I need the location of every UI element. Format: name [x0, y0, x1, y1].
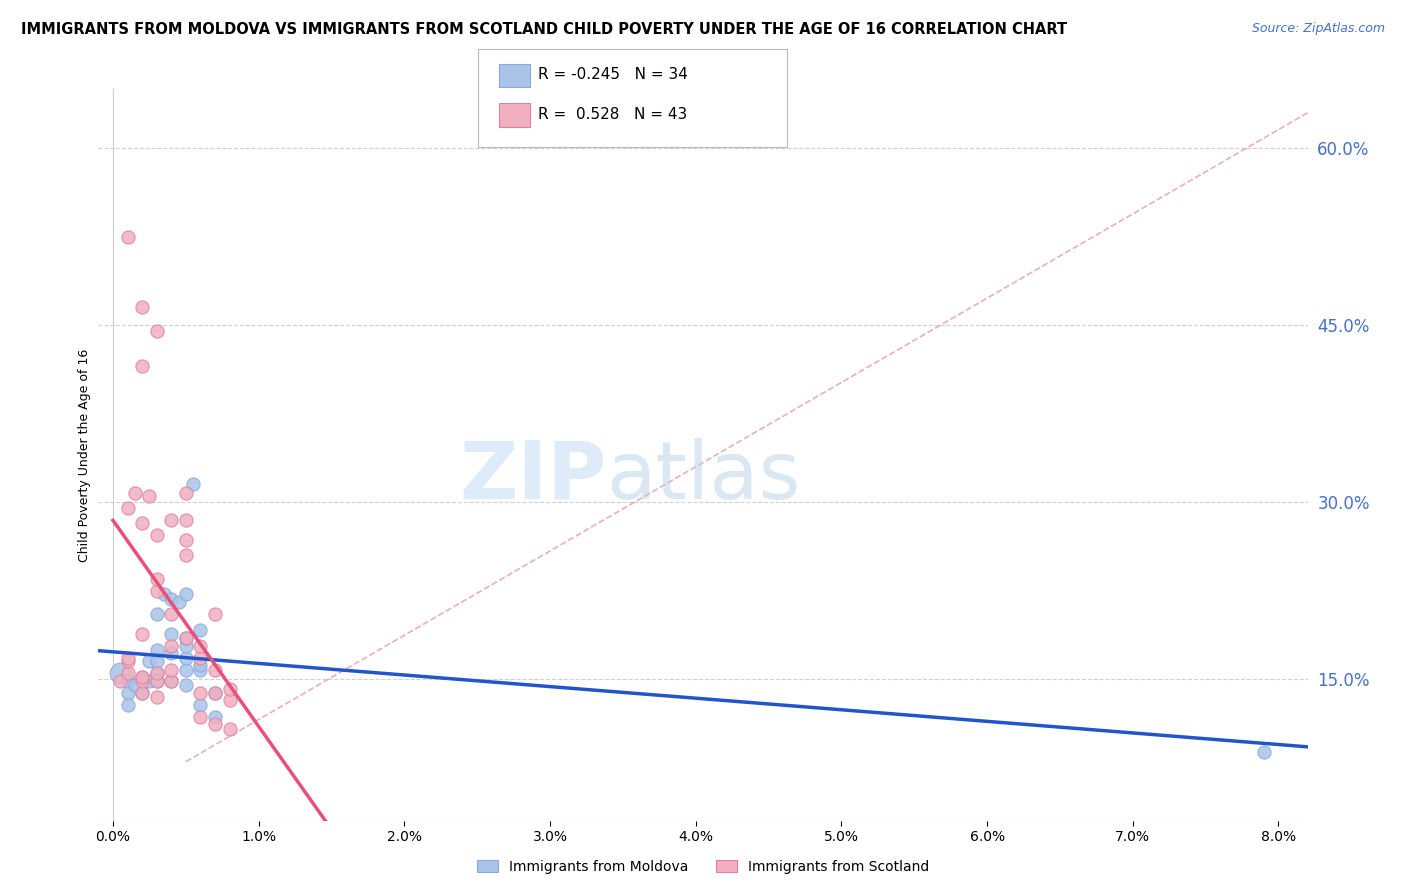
Point	[145, 528, 167, 542]
Point	[204, 686, 226, 700]
Point	[131, 670, 153, 684]
Text: ZIP: ZIP	[458, 438, 606, 516]
Point	[218, 693, 240, 707]
Point	[110, 674, 132, 689]
Point	[160, 607, 183, 622]
Point	[174, 513, 197, 527]
Point	[174, 631, 197, 645]
Point	[124, 485, 146, 500]
Point	[204, 710, 226, 724]
Point	[218, 681, 240, 696]
Point	[124, 678, 146, 692]
Point	[117, 674, 139, 689]
Point	[160, 513, 183, 527]
Point	[190, 698, 212, 712]
Point	[131, 686, 153, 700]
Point	[145, 690, 167, 704]
Point	[204, 607, 226, 622]
Point	[174, 485, 197, 500]
Point	[174, 650, 197, 665]
Point	[174, 639, 197, 653]
Point	[117, 666, 139, 681]
Point	[145, 642, 167, 657]
Point	[110, 666, 132, 681]
Point	[160, 591, 183, 606]
Point	[131, 670, 153, 684]
Point	[190, 686, 212, 700]
Point	[145, 654, 167, 668]
Point	[138, 654, 160, 668]
Point	[153, 587, 176, 601]
Point	[204, 663, 226, 677]
Point	[190, 657, 212, 672]
Y-axis label: Child Poverty Under the Age of 16: Child Poverty Under the Age of 16	[79, 348, 91, 562]
Point	[145, 674, 167, 689]
Legend: Immigrants from Moldova, Immigrants from Scotland: Immigrants from Moldova, Immigrants from…	[471, 855, 935, 880]
Point	[131, 627, 153, 641]
Point	[174, 533, 197, 547]
Point	[117, 650, 139, 665]
Point	[190, 663, 212, 677]
Text: atlas: atlas	[606, 438, 800, 516]
Point	[117, 501, 139, 516]
Point	[160, 627, 183, 641]
Point	[1253, 745, 1275, 759]
Point	[174, 548, 197, 562]
Text: R = -0.245   N = 34: R = -0.245 N = 34	[538, 68, 689, 82]
Text: R =  0.528   N = 43: R = 0.528 N = 43	[538, 107, 688, 121]
Point	[131, 301, 153, 315]
Point	[204, 686, 226, 700]
Point	[181, 477, 204, 491]
Point	[190, 650, 212, 665]
Point	[145, 572, 167, 586]
Point	[190, 639, 212, 653]
Point	[160, 663, 183, 677]
Text: Source: ZipAtlas.com: Source: ZipAtlas.com	[1251, 22, 1385, 36]
Point	[174, 663, 197, 677]
Point	[174, 587, 197, 601]
Point	[117, 698, 139, 712]
Point	[131, 359, 153, 374]
Point	[145, 324, 167, 338]
Point	[204, 717, 226, 731]
Point	[117, 229, 139, 244]
Point	[160, 674, 183, 689]
Point	[131, 674, 153, 689]
Point	[174, 631, 197, 645]
Point	[145, 583, 167, 598]
Point	[145, 666, 167, 681]
Point	[190, 623, 212, 637]
Text: IMMIGRANTS FROM MOLDOVA VS IMMIGRANTS FROM SCOTLAND CHILD POVERTY UNDER THE AGE : IMMIGRANTS FROM MOLDOVA VS IMMIGRANTS FR…	[21, 22, 1067, 37]
Point	[117, 654, 139, 668]
Point	[218, 722, 240, 736]
Point	[131, 516, 153, 531]
Point	[131, 686, 153, 700]
Point	[145, 666, 167, 681]
Point	[160, 639, 183, 653]
Point	[160, 674, 183, 689]
Point	[167, 595, 190, 609]
Point	[160, 646, 183, 660]
Point	[138, 489, 160, 503]
Point	[138, 674, 160, 689]
Point	[145, 607, 167, 622]
Point	[145, 674, 167, 689]
Point	[190, 710, 212, 724]
Point	[117, 686, 139, 700]
Point	[174, 678, 197, 692]
